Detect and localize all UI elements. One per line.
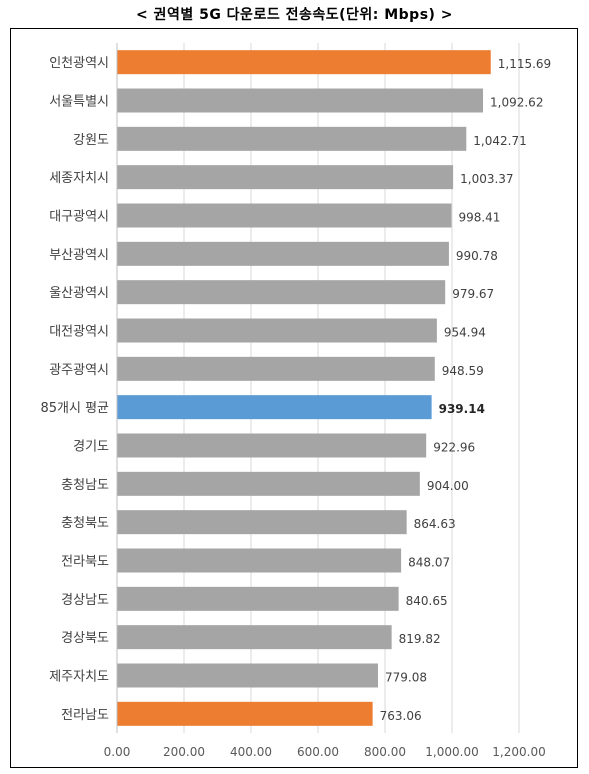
bar bbox=[117, 50, 491, 75]
bar bbox=[117, 395, 432, 420]
data-label: 1,003.37 bbox=[460, 172, 513, 186]
x-tick-label: 600.00 bbox=[297, 745, 339, 759]
category-label: 서울특별시 bbox=[49, 95, 109, 110]
x-tick-label: 0.00 bbox=[104, 745, 131, 759]
category-label: 경상남도 bbox=[61, 593, 109, 608]
category-label: 인천광역시 bbox=[49, 56, 109, 71]
category-label: 광주광역시 bbox=[49, 363, 109, 378]
data-label: 990.78 bbox=[456, 249, 498, 263]
data-label: 998.41 bbox=[458, 211, 500, 225]
category-label: 전라북도 bbox=[61, 555, 109, 570]
data-label: 840.65 bbox=[406, 594, 448, 608]
x-tick-label: 200.00 bbox=[163, 745, 205, 759]
category-label: 충청북도 bbox=[61, 516, 109, 531]
category-label: 경기도 bbox=[73, 440, 109, 455]
x-tick-label: 1,200.00 bbox=[492, 745, 545, 759]
data-label: 848.07 bbox=[408, 556, 450, 570]
data-label: 1,042.71 bbox=[473, 134, 526, 148]
x-tick-label: 400.00 bbox=[230, 745, 272, 759]
data-label: 1,092.62 bbox=[490, 96, 543, 110]
category-label: 세종자치시 bbox=[49, 171, 109, 186]
category-label: 부산광역시 bbox=[49, 248, 109, 263]
category-label: 충청남도 bbox=[61, 478, 109, 493]
data-label: 1,115.69 bbox=[498, 57, 551, 71]
category-label: 대구광역시 bbox=[49, 210, 109, 225]
bar bbox=[117, 165, 454, 190]
bar bbox=[117, 356, 435, 381]
category-label: 울산광역시 bbox=[49, 286, 109, 301]
bar bbox=[117, 548, 402, 573]
bar bbox=[117, 586, 399, 611]
data-label: 819.82 bbox=[399, 632, 441, 646]
data-label: 979.67 bbox=[452, 287, 494, 301]
x-tick-label: 1,000.00 bbox=[425, 745, 478, 759]
bar bbox=[117, 203, 452, 228]
category-label: 강원도 bbox=[73, 133, 109, 148]
chart-frame bbox=[10, 28, 578, 768]
category-label: 제주자치도 bbox=[49, 670, 109, 685]
chart-title: < 권역별 5G 다운로드 전송속도(단위: Mbps) > bbox=[135, 7, 454, 23]
category-label: 대전광역시 bbox=[49, 325, 109, 340]
bar bbox=[117, 471, 420, 496]
bar bbox=[117, 280, 446, 305]
data-label: 779.08 bbox=[385, 671, 427, 685]
bar bbox=[117, 433, 427, 458]
bar bbox=[117, 126, 467, 151]
data-label: 864.63 bbox=[414, 517, 456, 531]
category-label: 85개시 평균 bbox=[40, 401, 109, 416]
bar bbox=[117, 701, 373, 726]
category-label: 전라남도 bbox=[61, 708, 109, 723]
bar bbox=[117, 318, 437, 343]
bar bbox=[117, 510, 407, 535]
data-label: 939.14 bbox=[439, 402, 485, 416]
bar bbox=[117, 663, 378, 688]
bar bbox=[117, 241, 449, 266]
data-label: 922.96 bbox=[433, 441, 475, 455]
x-tick-label: 800.00 bbox=[364, 745, 406, 759]
category-label: 경상북도 bbox=[61, 631, 109, 646]
data-label: 904.00 bbox=[427, 479, 469, 493]
data-label: 948.59 bbox=[442, 364, 484, 378]
data-label: 954.94 bbox=[444, 326, 486, 340]
bar bbox=[117, 88, 484, 113]
bar bbox=[117, 625, 392, 650]
data-label: 763.06 bbox=[380, 709, 422, 723]
